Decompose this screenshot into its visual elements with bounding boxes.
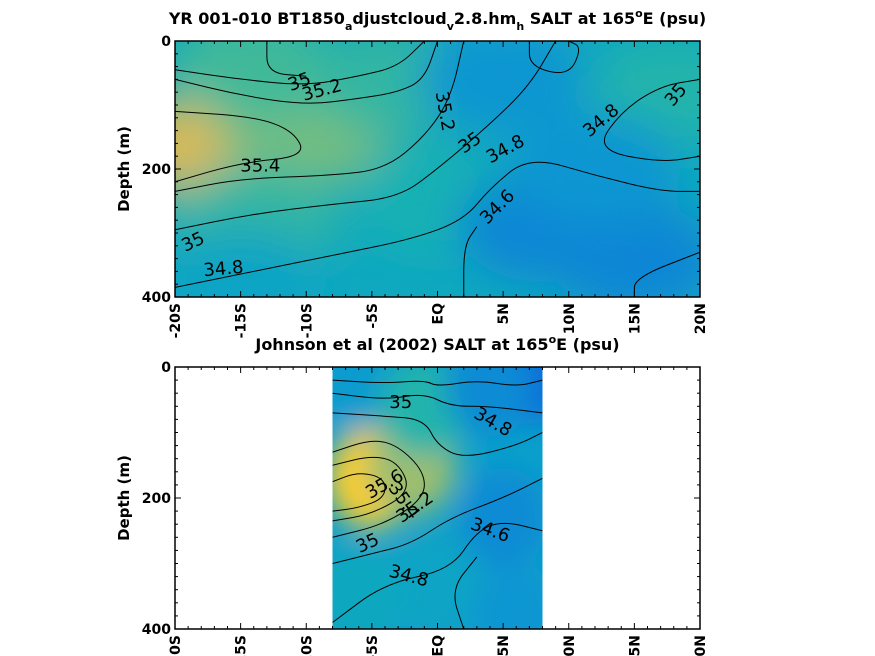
y-axis-label: Depth (m) bbox=[115, 455, 133, 541]
salinity-blob bbox=[458, 467, 543, 568]
contour-lines bbox=[332, 379, 543, 629]
contour-label: 35 bbox=[389, 392, 412, 413]
x-tick-label: 20N bbox=[693, 635, 709, 656]
title-text: E (psu) bbox=[643, 9, 707, 28]
contour-line bbox=[175, 41, 465, 192]
y-tick-label: 0 bbox=[161, 360, 171, 376]
tick-marks bbox=[174, 366, 701, 630]
salinity-blob bbox=[510, 114, 680, 224]
title-superscript: o bbox=[549, 333, 557, 346]
salinity-blob bbox=[471, 565, 543, 629]
contour-line bbox=[175, 41, 425, 85]
title-text: SALT at 165 bbox=[524, 9, 635, 28]
y-axis-label: Depth (m) bbox=[115, 126, 133, 212]
y-tick-label: 0 bbox=[161, 34, 171, 50]
y-tick-label: 200 bbox=[142, 491, 171, 507]
contour-line bbox=[332, 412, 543, 456]
salinity-blob bbox=[392, 533, 483, 629]
title-text: Johnson et al (2002) SALT at 165 bbox=[254, 335, 548, 354]
x-tick-label: -15S bbox=[234, 303, 250, 338]
chart-title: YR 001-010 BT1850adjustcloudv2.8.hmh SAL… bbox=[168, 7, 706, 33]
contour-line bbox=[332, 440, 425, 538]
contour-label: 35.4 bbox=[240, 155, 280, 176]
x-tick-label: 15N bbox=[627, 635, 643, 656]
contour-line bbox=[332, 522, 543, 623]
contour-line bbox=[332, 379, 543, 386]
contour-line bbox=[175, 41, 557, 231]
y-tick-label: 400 bbox=[142, 290, 171, 306]
y-tick-label: 200 bbox=[142, 162, 171, 178]
x-tick-label: 15N bbox=[627, 303, 643, 334]
x-tick-label: 5N bbox=[496, 303, 512, 324]
salinity-blob bbox=[332, 546, 404, 629]
title-superscript: o bbox=[635, 7, 643, 20]
title-text: E (psu) bbox=[556, 335, 620, 354]
x-tick-label: -10S bbox=[299, 303, 315, 338]
contour-line bbox=[175, 110, 302, 183]
salinity-field bbox=[175, 41, 700, 297]
chart-panel-1: 3535.235.435.23534.834.634.8353534.8-20S… bbox=[115, 7, 709, 338]
x-tick-label: 10N bbox=[562, 635, 578, 656]
salinity-blob bbox=[418, 41, 589, 135]
x-tick-label: -10S bbox=[299, 635, 315, 656]
contour-line bbox=[175, 161, 700, 288]
x-tick-label: 5N bbox=[496, 635, 512, 656]
title-text: djustcloud bbox=[352, 9, 446, 28]
x-tick-label: -5S bbox=[365, 635, 381, 656]
salinity-blob bbox=[549, 203, 700, 297]
contour-line bbox=[175, 41, 438, 104]
salinity-field bbox=[332, 367, 543, 629]
contour-line bbox=[332, 392, 543, 414]
title-text: YR 001-010 BT1850 bbox=[168, 9, 345, 28]
x-tick-label: -5S bbox=[365, 303, 381, 329]
contour-line bbox=[454, 556, 478, 629]
contour-line bbox=[332, 477, 543, 564]
contour-line bbox=[603, 78, 700, 161]
contour-label: 34.8 bbox=[203, 257, 245, 281]
x-tick-label: -20S bbox=[168, 635, 184, 656]
title-text: 2.8.hm bbox=[454, 9, 516, 28]
title-subscript: v bbox=[447, 20, 455, 33]
x-tick-label: -20S bbox=[168, 303, 184, 338]
title-subscript: h bbox=[516, 20, 524, 33]
x-tick-label: EQ bbox=[431, 303, 447, 325]
x-tick-label: 20N bbox=[693, 303, 709, 334]
contour-line bbox=[528, 41, 580, 74]
chart-title: Johnson et al (2002) SALT at 165oE (psu) bbox=[254, 333, 619, 354]
x-tick-label: 10N bbox=[562, 303, 578, 334]
title-subscript: a bbox=[345, 20, 352, 33]
salinity-blob bbox=[175, 41, 339, 122]
y-tick-label: 400 bbox=[142, 622, 171, 638]
tick-marks bbox=[174, 40, 701, 298]
x-tick-label: EQ bbox=[431, 635, 447, 656]
contour-line bbox=[332, 456, 407, 522]
x-tick-label: -15S bbox=[234, 635, 250, 656]
salinity-blob bbox=[445, 367, 535, 437]
contour-line bbox=[332, 473, 386, 512]
